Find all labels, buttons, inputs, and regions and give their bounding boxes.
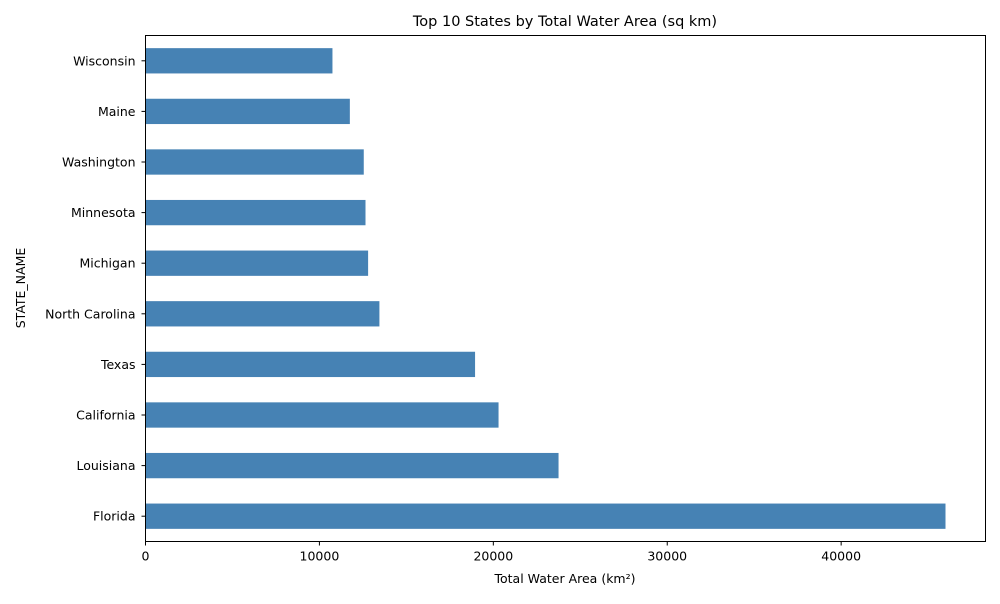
y-tick-label: Florida: [93, 509, 136, 524]
x-tick-label: 20000: [473, 549, 513, 564]
bar-washington: [145, 149, 364, 175]
chart-title: Top 10 States by Total Water Area (sq km…: [412, 14, 717, 30]
x-tick-label: 10000: [300, 549, 340, 564]
y-tick-label: Wisconsin: [73, 53, 135, 68]
y-tick-label: Washington: [62, 155, 135, 170]
y-tick-label: California: [76, 408, 135, 423]
bar-michigan: [145, 250, 369, 276]
x-axis-label: Total Water Area (km²): [493, 571, 635, 586]
bar-north-carolina: [145, 301, 380, 327]
y-tick-label: North Carolina: [45, 306, 135, 321]
plot-frame: [145, 35, 986, 542]
y-tick-label: Maine: [98, 104, 136, 119]
x-tick-label: 0: [142, 549, 150, 564]
x-tick-label: 40000: [821, 549, 861, 564]
bar-minnesota: [145, 199, 366, 226]
bar-wisconsin: [145, 48, 333, 74]
bars-group: [145, 48, 946, 529]
y-tick-label: Michigan: [79, 256, 135, 271]
ticks-group: Florida Louisiana California Texas North Car…: [45, 53, 861, 563]
y-tick-label: Minnesota: [71, 205, 136, 220]
x-tick-label: 30000: [647, 549, 687, 564]
bar-louisiana: [145, 452, 559, 479]
bar-maine: [145, 98, 350, 125]
bar-texas: [145, 351, 476, 378]
y-axis-label: STATE_NAME: [13, 248, 28, 329]
y-tick-label: Louisiana: [76, 458, 135, 473]
bar-florida: [145, 503, 946, 529]
bar-california: [145, 402, 499, 428]
y-tick-label: Texas: [100, 357, 136, 372]
